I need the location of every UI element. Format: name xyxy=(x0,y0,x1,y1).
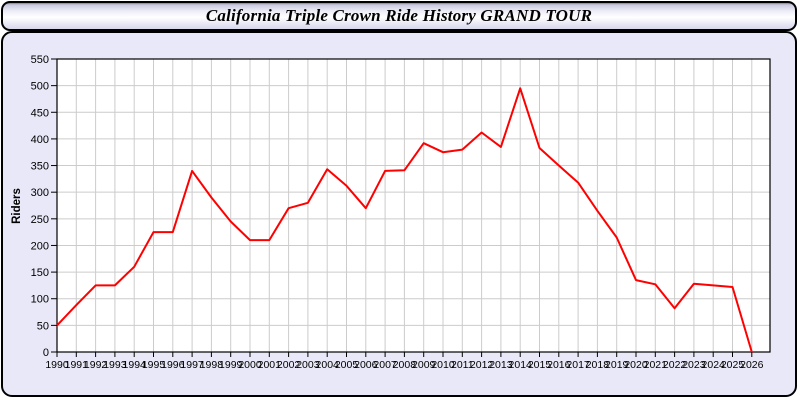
x-tick-label-1997: 1997 xyxy=(180,359,204,371)
x-tick-label-2024: 2024 xyxy=(702,359,726,371)
x-tick-label-1993: 1993 xyxy=(103,359,127,371)
chart-title: California Triple Crown Ride History GRA… xyxy=(205,6,593,25)
x-tick-label-1991: 1991 xyxy=(65,359,89,371)
x-tick-label-2017: 2017 xyxy=(566,359,590,371)
y-tick-label: 0 xyxy=(43,347,49,359)
x-tick-label-1995: 1995 xyxy=(142,359,166,371)
x-tick-label-2010: 2010 xyxy=(431,359,455,371)
y-tick-label: 150 xyxy=(31,267,49,279)
x-tick-label-2001: 2001 xyxy=(258,359,282,371)
x-tick-label-2011: 2011 xyxy=(451,359,474,371)
x-tick-label-2023: 2023 xyxy=(682,359,706,371)
x-tick-label-2009: 2009 xyxy=(412,359,436,371)
y-tick-label: 50 xyxy=(37,320,49,332)
y-tick-label: 200 xyxy=(31,240,49,252)
x-tick-label-2003: 2003 xyxy=(296,359,320,371)
x-tick-label-2004: 2004 xyxy=(316,359,340,371)
y-tick-label: 450 xyxy=(31,107,49,119)
x-tick-label-1992: 1992 xyxy=(84,359,108,371)
y-tick-label: 300 xyxy=(31,187,49,199)
x-tick-label-2021: 2021 xyxy=(644,359,668,371)
x-tick-label-2026: 2026 xyxy=(740,359,764,371)
x-tick-label-1999: 1999 xyxy=(219,359,243,371)
x-tick-label-1994: 1994 xyxy=(123,359,147,371)
y-tick-label: 350 xyxy=(31,161,49,173)
chart-title-bar: California Triple Crown Ride History GRA… xyxy=(1,1,797,31)
x-tick-label-1996: 1996 xyxy=(161,359,185,371)
x-tick-label-2014: 2014 xyxy=(509,359,533,371)
x-tick-label-2013: 2013 xyxy=(489,359,513,371)
riders-line xyxy=(56,87,753,353)
x-tick-label-2005: 2005 xyxy=(335,359,359,371)
x-tick-label-2016: 2016 xyxy=(547,359,571,371)
x-tick-label-2006: 2006 xyxy=(354,359,378,371)
x-tick-label-2020: 2020 xyxy=(624,359,648,371)
x-tick-label-2008: 2008 xyxy=(393,359,417,371)
x-tick-label-2015: 2015 xyxy=(528,359,552,371)
x-tick-label-2019: 2019 xyxy=(605,359,629,371)
plot-area xyxy=(57,59,770,352)
x-tick-label-2018: 2018 xyxy=(586,359,610,371)
y-axis-title: Riders xyxy=(11,188,23,224)
y-tick-label: 100 xyxy=(31,294,49,306)
x-tick-label-2007: 2007 xyxy=(373,359,397,371)
x-tick-label-2022: 2022 xyxy=(663,359,687,371)
plot-border xyxy=(56,58,771,353)
x-tick-label-1990: 1990 xyxy=(45,359,69,371)
x-tick-label-1998: 1998 xyxy=(200,359,224,371)
y-tick-label: 400 xyxy=(31,134,49,146)
y-tick-label: 500 xyxy=(31,81,49,93)
y-tick-label: 250 xyxy=(31,214,49,226)
y-tick-label: 550 xyxy=(31,54,49,66)
x-tick-label-2025: 2025 xyxy=(721,359,745,371)
x-tick-label-2002: 2002 xyxy=(277,359,301,371)
x-tick-label-2012: 2012 xyxy=(470,359,494,371)
x-tick-label-2000: 2000 xyxy=(238,359,262,371)
